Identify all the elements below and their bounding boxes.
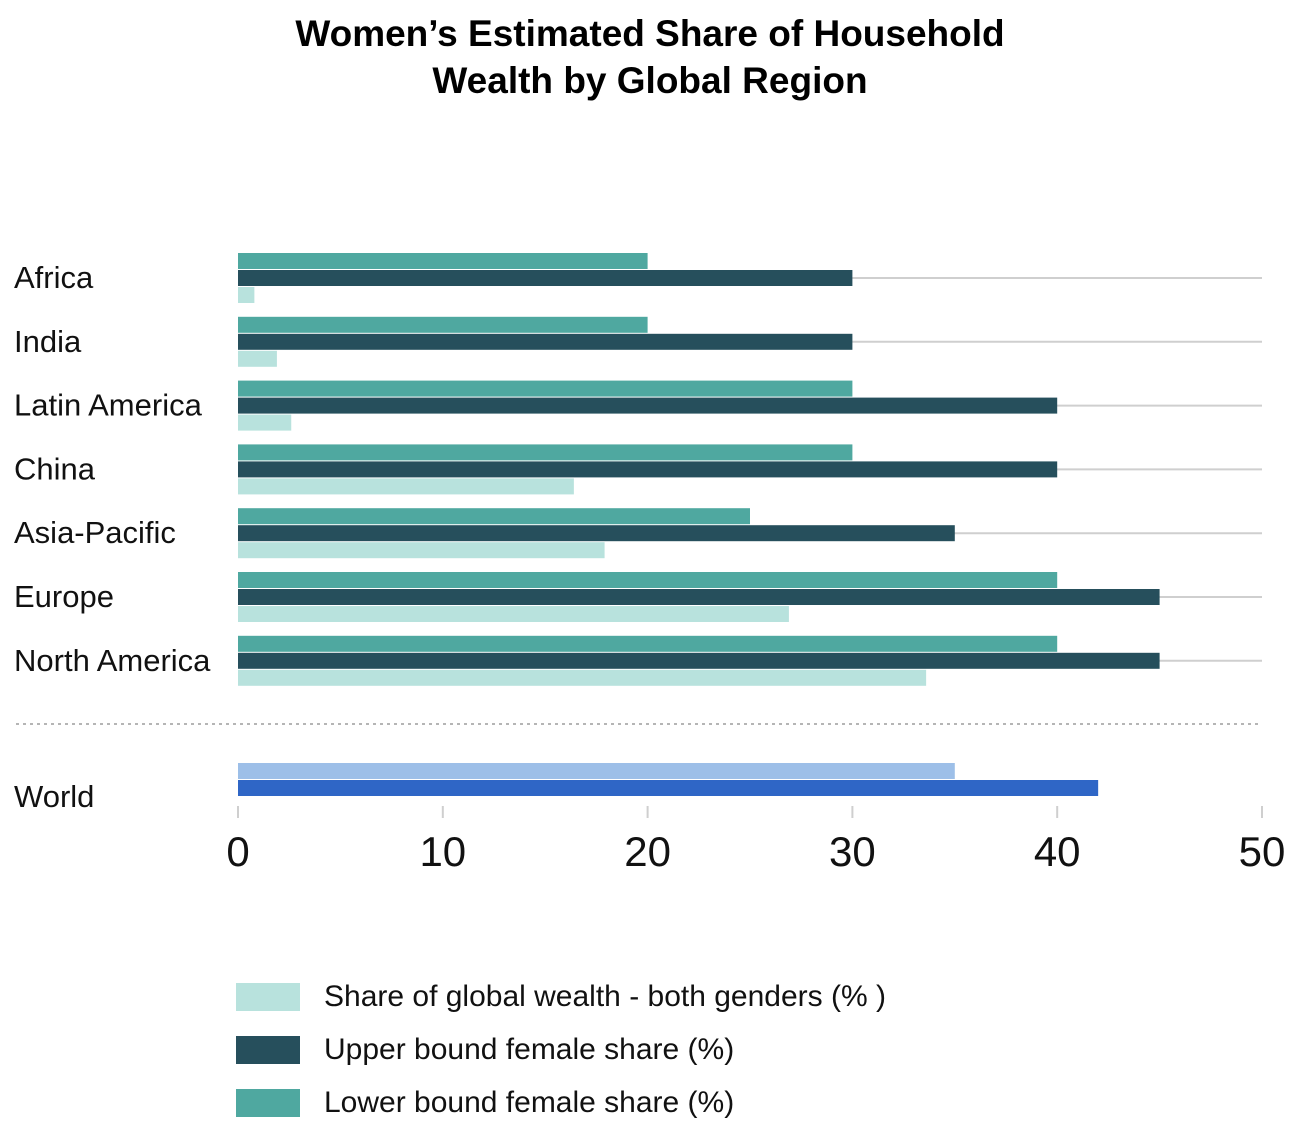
legend-item: Upper bound female share (%) [236, 1023, 886, 1076]
bar-africa-series-1 [238, 270, 853, 286]
x-tick-label: 50 [1239, 828, 1286, 875]
bar-india-series-1 [238, 333, 853, 350]
legend-swatch-share-global [236, 982, 300, 1011]
category-label: India [14, 324, 82, 359]
x-tick-label: 40 [1034, 828, 1081, 875]
bar-latin-america-series-1 [238, 397, 1058, 414]
category-label: China [14, 451, 96, 486]
bar-north-america-series-1 [238, 652, 1160, 669]
bar-latin-america-series-0 [238, 380, 853, 397]
bar-north-america-series-2 [238, 669, 927, 686]
category-label: Europe [14, 579, 114, 614]
bar-layer [238, 253, 1160, 796]
legend-swatch-upper-bound [236, 1035, 300, 1064]
axis-layer: 0 10 20 30 40 50 [226, 806, 1285, 875]
chart-title: Women’s Estimated Share of Household Wea… [0, 10, 1300, 104]
bar-north-america-series-0 [238, 635, 1058, 652]
legend-label-lower-bound: Lower bound female share (%) [324, 1085, 735, 1119]
bar-chart: Africa India Latin America China Asia-Pacifi… [14, 253, 1285, 875]
bar-africa-series-0 [238, 253, 648, 269]
legend-item: Share of global wealth - both genders (%… [236, 970, 886, 1023]
legend-label-share-global: Share of global wealth - both genders (%… [324, 979, 886, 1013]
category-label-world: World [14, 779, 94, 814]
bar-asia-pacific-series-2 [238, 542, 605, 559]
x-tick-label: 0 [226, 828, 249, 875]
bar-india-series-0 [238, 316, 648, 333]
bar-world-series-0 [238, 763, 955, 779]
category-label: North America [14, 643, 211, 678]
bar-africa-series-2 [238, 287, 255, 303]
bar-asia-pacific-series-1 [238, 525, 955, 542]
x-tick-label: 20 [624, 828, 671, 875]
label-layer: Africa India Latin America China Asia-Pacifi… [14, 260, 211, 814]
chart-title-line-1: Women’s Estimated Share of Household [295, 13, 1005, 54]
chart-title-line-2: Wealth by Global Region [432, 60, 868, 101]
bar-china-series-1 [238, 461, 1058, 478]
bar-europe-series-1 [238, 589, 1160, 605]
x-tick-label: 10 [419, 828, 466, 875]
legend: Share of global wealth - both genders (%… [236, 970, 886, 1129]
bar-europe-series-2 [238, 606, 789, 622]
category-label: Latin America [14, 388, 203, 423]
bar-asia-pacific-series-0 [238, 508, 750, 525]
bar-china-series-2 [238, 478, 574, 495]
bar-china-series-0 [238, 444, 853, 461]
legend-swatch-lower-bound [236, 1088, 300, 1117]
legend-item: Lower bound female share (%) [236, 1076, 886, 1129]
category-label: Africa [14, 260, 94, 295]
legend-label-upper-bound: Upper bound female share (%) [324, 1032, 735, 1066]
bar-latin-america-series-2 [238, 414, 292, 431]
bar-world-series-1 [238, 780, 1099, 796]
bar-india-series-2 [238, 350, 277, 367]
category-label: Asia-Pacific [14, 515, 176, 550]
bar-europe-series-0 [238, 572, 1058, 588]
x-tick-label: 30 [829, 828, 876, 875]
